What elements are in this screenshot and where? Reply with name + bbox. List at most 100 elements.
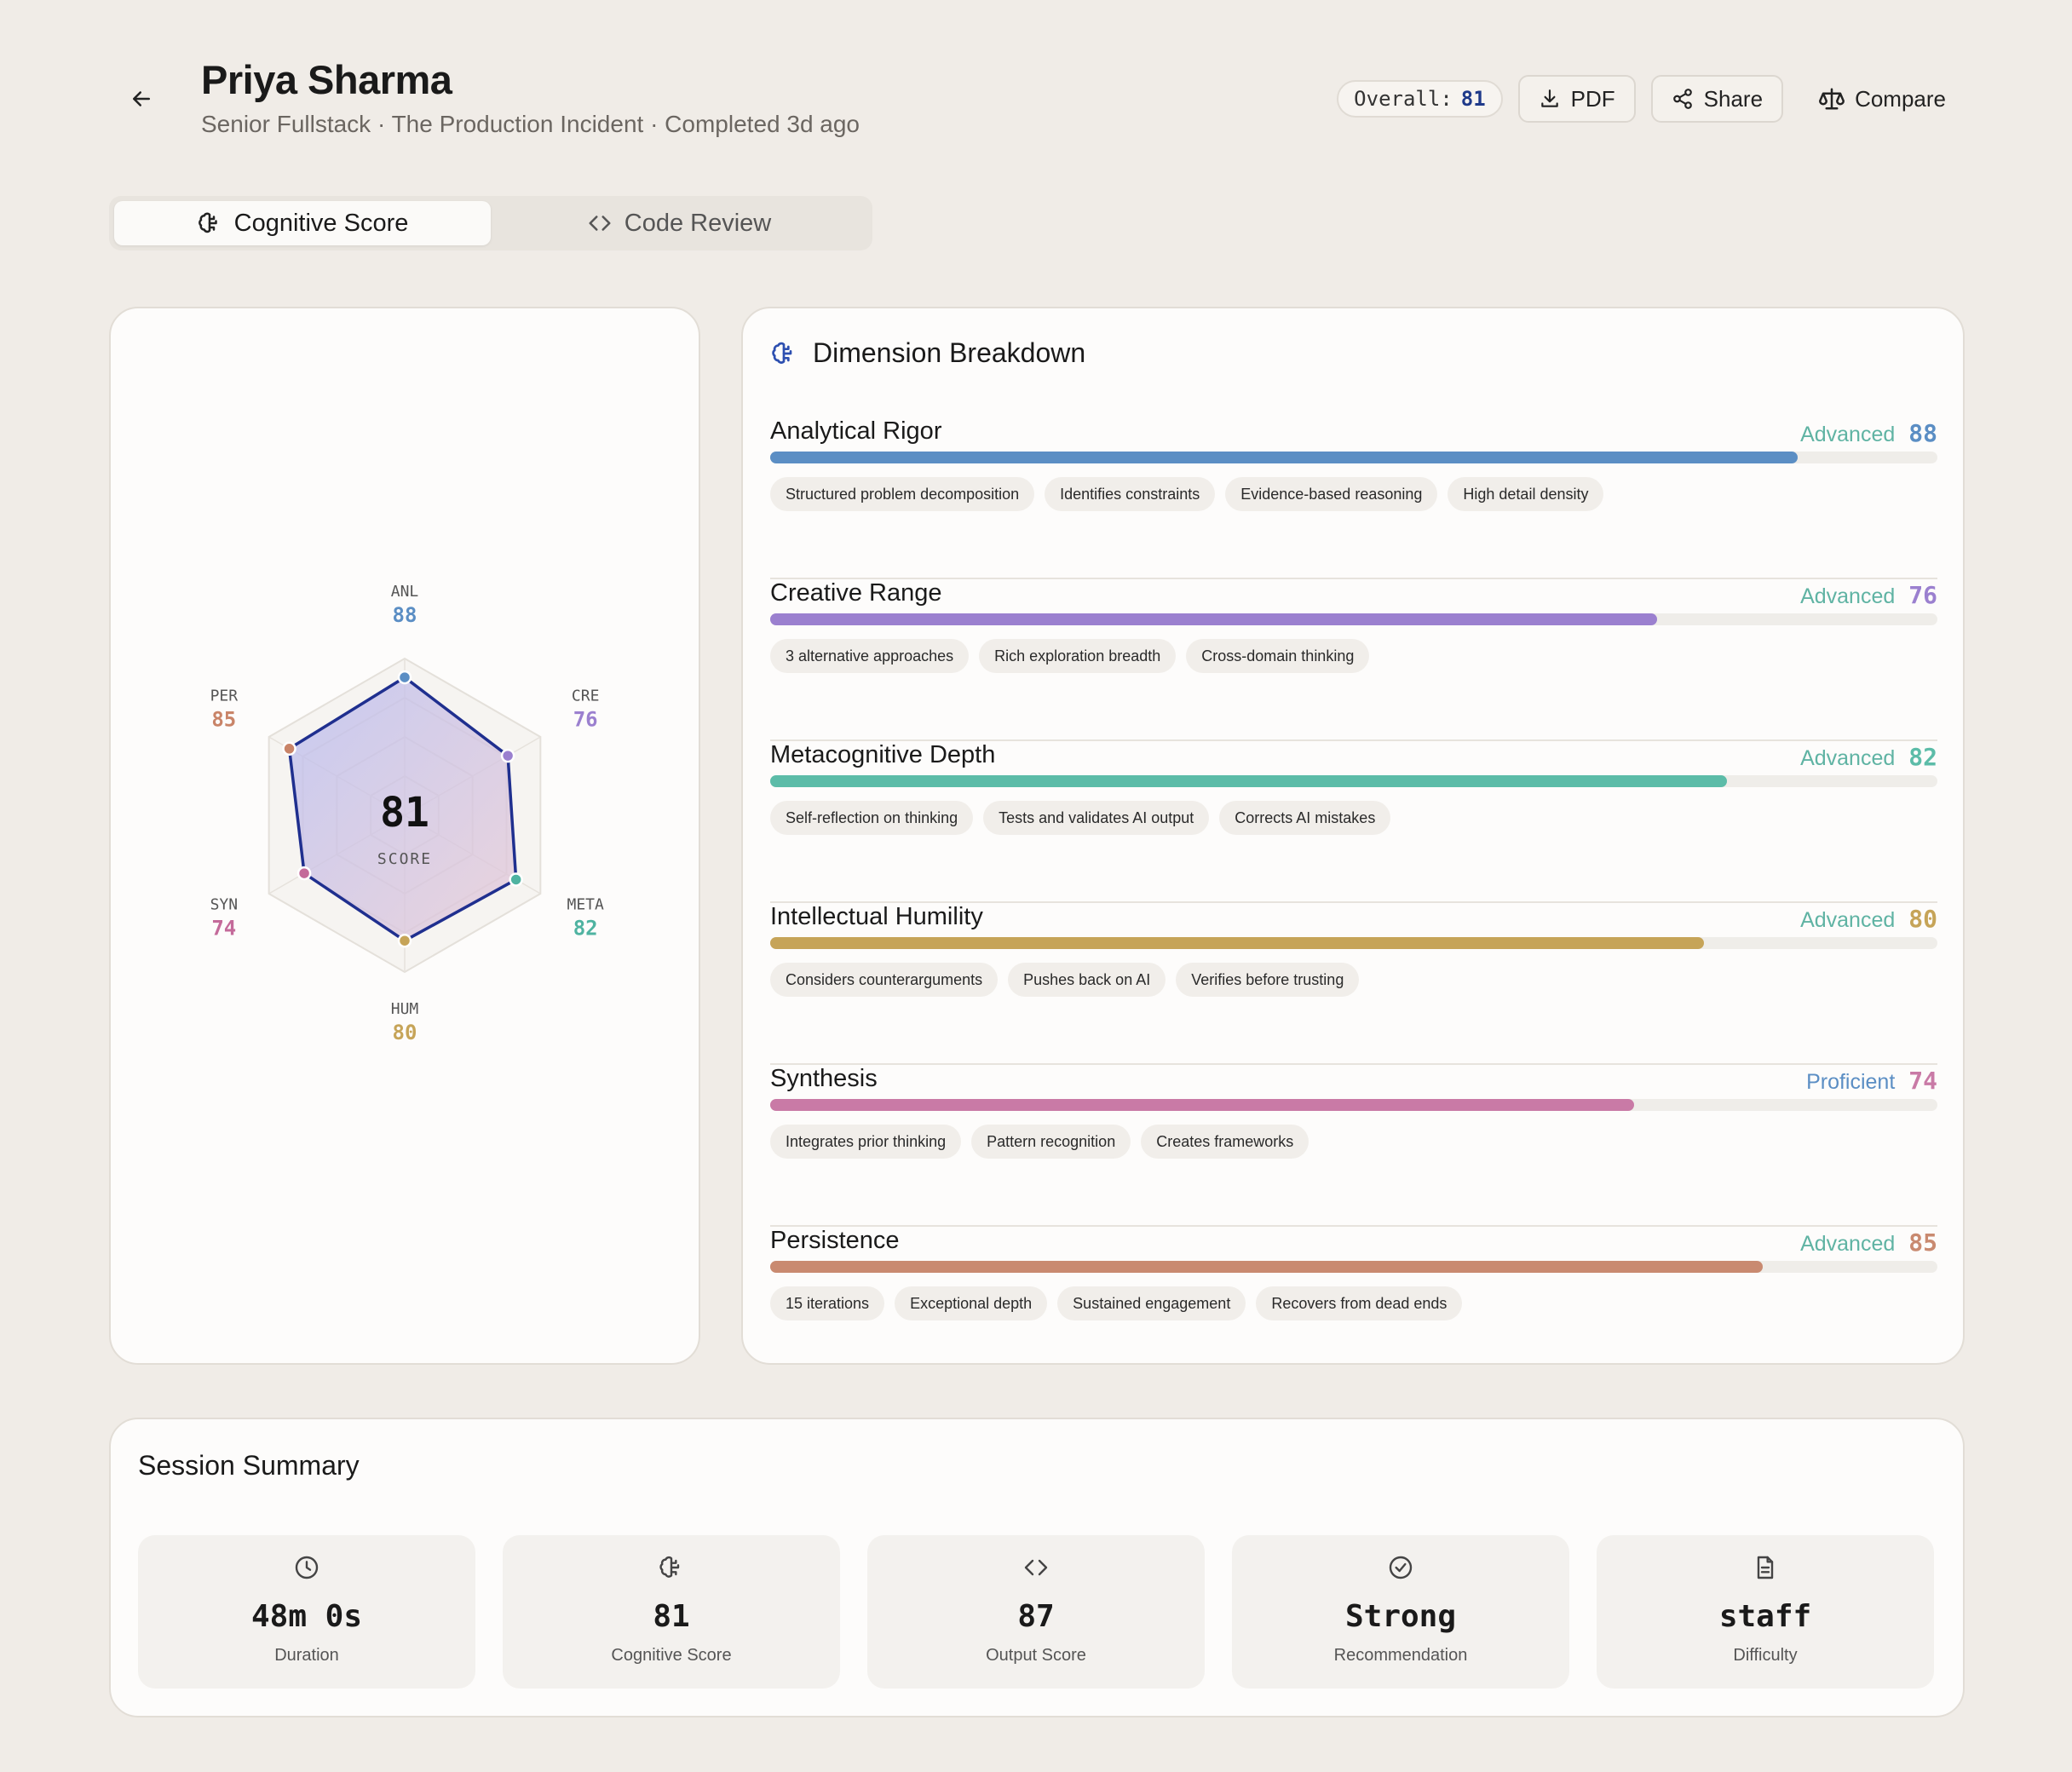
radar-point-hum [397, 933, 412, 948]
share-button[interactable]: Share [1650, 75, 1784, 123]
dimension-list: Analytical Rigor Advanced 88 Structured pro… [770, 417, 1937, 1389]
dimension-score: 74 [1908, 1067, 1937, 1095]
session-summary-card: Session Summary 48m 0s Duration 81 Cognitiv… [109, 1418, 1965, 1717]
dimension-row: Analytical Rigor Advanced 88 Structured pro… [770, 417, 1937, 579]
dimension-score: 85 [1908, 1228, 1937, 1257]
compare-label: Compare [1855, 85, 1946, 112]
radar-axis-value: 88 [393, 603, 417, 627]
dimension-name: Creative Range [770, 579, 942, 607]
dimension-tag: Recovers from dead ends [1256, 1286, 1463, 1320]
summary-stat-value: staff [1718, 1599, 1812, 1634]
breakdown-header: Dimension Breakdown [770, 337, 1085, 369]
summary-stat-value: Strong [1344, 1599, 1457, 1634]
radar-axis-value: 82 [573, 917, 598, 941]
dimension-bar-track [770, 775, 1937, 787]
document-icon [1752, 1554, 1779, 1585]
dimension-tag: Pushes back on AI [1008, 963, 1166, 997]
dimension-breakdown-card: Dimension Breakdown Analytical Rigor Adva… [741, 307, 1965, 1365]
dimension-tag: Considers counterarguments [770, 963, 999, 997]
dimension-tag: Pattern recognition [971, 1125, 1131, 1159]
dimension-level-text: Proficient [1806, 1070, 1896, 1094]
radar-axis-value: 85 [211, 708, 236, 732]
pdf-button[interactable]: PDF [1517, 75, 1636, 123]
dimension-level-text: Advanced [1800, 746, 1896, 770]
radar-axis-value: 74 [211, 917, 236, 941]
dimension-row: Creative Range Advanced 76 3 alternative ap… [770, 579, 1937, 741]
code-icon [589, 216, 611, 231]
radar-axis-label: CRE [572, 688, 600, 705]
dimension-level: Advanced 88 [1800, 419, 1937, 447]
candidate-subtitle: Senior Fullstack · The Production Incide… [201, 111, 860, 137]
summary-stat: 87 Output Score [867, 1535, 1205, 1689]
summary-stat-value: 81 [653, 1599, 690, 1634]
summary-stat-value: 48m 0s [250, 1599, 363, 1634]
dimension-score: 88 [1908, 419, 1937, 447]
dimension-score: 76 [1908, 581, 1937, 609]
dimension-level-text: Advanced [1800, 584, 1896, 608]
summary-stat: 48m 0s Duration [138, 1535, 475, 1689]
radar-axis-label: HUM [391, 1000, 419, 1018]
dimension-bar-track [770, 1261, 1937, 1273]
compare-button[interactable]: Compare [1799, 75, 1966, 123]
summary-stat: 81 Cognitive Score [503, 1535, 840, 1689]
code-icon [1022, 1554, 1050, 1585]
summary-stat-label: Output Score [986, 1646, 1086, 1665]
radar-point-anl [397, 670, 412, 685]
overall-label: Overall: [1354, 87, 1453, 111]
dimension-bar-fill [770, 937, 1704, 949]
back-button[interactable] [124, 82, 158, 116]
radar-points [282, 670, 523, 948]
dimension-level: Advanced 82 [1800, 743, 1937, 771]
dimension-tag: Cross-domain thinking [1186, 639, 1370, 673]
radar-center-score: 81 [380, 789, 429, 837]
radar-card: ANL 88 CRE 76 META 82 HUM 80 SYN 74 PER 85 81 SCORE [109, 307, 700, 1365]
tab-cognitive-score[interactable]: Cognitive Score [114, 201, 491, 245]
radar-labels: ANL 88 CRE 76 META 82 HUM 80 SYN 74 PER 85 [210, 583, 604, 1044]
dimension-tag: Integrates prior thinking [770, 1125, 962, 1159]
dimension-name: Analytical Rigor [770, 417, 942, 445]
dimension-tag: 15 iterations [770, 1286, 885, 1320]
dimension-tag: Rich exploration breadth [979, 639, 1177, 673]
dimension-tag: High detail density [1448, 477, 1604, 511]
dimension-level: Advanced 85 [1800, 1228, 1937, 1257]
overall-score-badge: Overall: 81 [1337, 80, 1503, 118]
dimension-bar-fill [770, 1261, 1763, 1273]
radar-axis-label: PER [210, 688, 239, 705]
radar-axis-label: ANL [391, 583, 419, 601]
radar-axis-label: SYN [210, 896, 239, 914]
summary-stat-label: Duration [274, 1646, 339, 1665]
check-circle-icon [1387, 1554, 1414, 1585]
dimension-tags: Structured problem decomposition Identifi… [770, 477, 1604, 511]
dimension-tag: Sustained engagement [1057, 1286, 1246, 1320]
brain-icon [772, 342, 792, 364]
dimension-bar-fill [770, 613, 1658, 625]
summary-stat-label: Difficulty [1733, 1646, 1798, 1665]
dimension-row: Synthesis Proficient 74 Integrates prior th… [770, 1065, 1937, 1227]
radar-axis-label: META [567, 896, 604, 914]
radar-chart: ANL 88 CRE 76 META 82 HUM 80 SYN 74 PER 85 81 SCORE [210, 583, 604, 1044]
dimension-tag: Corrects AI mistakes [1219, 801, 1391, 835]
dimension-level-text: Advanced [1800, 908, 1896, 932]
view-tabs: Cognitive Score Code Review [109, 196, 872, 250]
dimension-bar-fill [770, 1099, 1634, 1111]
tab-label: Code Review [624, 209, 772, 237]
summary-stats: 48m 0s Duration 81 Cognitive Score 87 Output … [138, 1535, 1934, 1689]
dimension-tags: 3 alternative approaches Rich exploration… [770, 639, 1370, 673]
scale-icon [1819, 88, 1845, 110]
arrow-left-icon [133, 91, 150, 106]
dimension-bar-track [770, 937, 1937, 949]
dimension-row: Metacognitive Depth Advanced 82 Self-reflec… [770, 741, 1937, 903]
dimension-score: 80 [1908, 905, 1937, 933]
radar-point-syn [296, 866, 312, 881]
dimension-level: Advanced 76 [1800, 581, 1937, 609]
dimension-tag: Exceptional depth [895, 1286, 1048, 1320]
dimension-tag: Structured problem decomposition [770, 477, 1035, 511]
radar-point-meta [509, 872, 523, 887]
dimension-level: Advanced 80 [1800, 905, 1937, 933]
tab-code-review[interactable]: Code Review [491, 201, 867, 245]
summary-stat: staff Difficulty [1597, 1535, 1934, 1689]
dimension-tag: 3 alternative approaches [770, 639, 970, 673]
dimension-tags: 15 iterations Exceptional depth Sustained … [770, 1286, 1463, 1320]
summary-stat-label: Recommendation [1333, 1646, 1468, 1665]
dimension-name: Synthesis [770, 1065, 878, 1092]
